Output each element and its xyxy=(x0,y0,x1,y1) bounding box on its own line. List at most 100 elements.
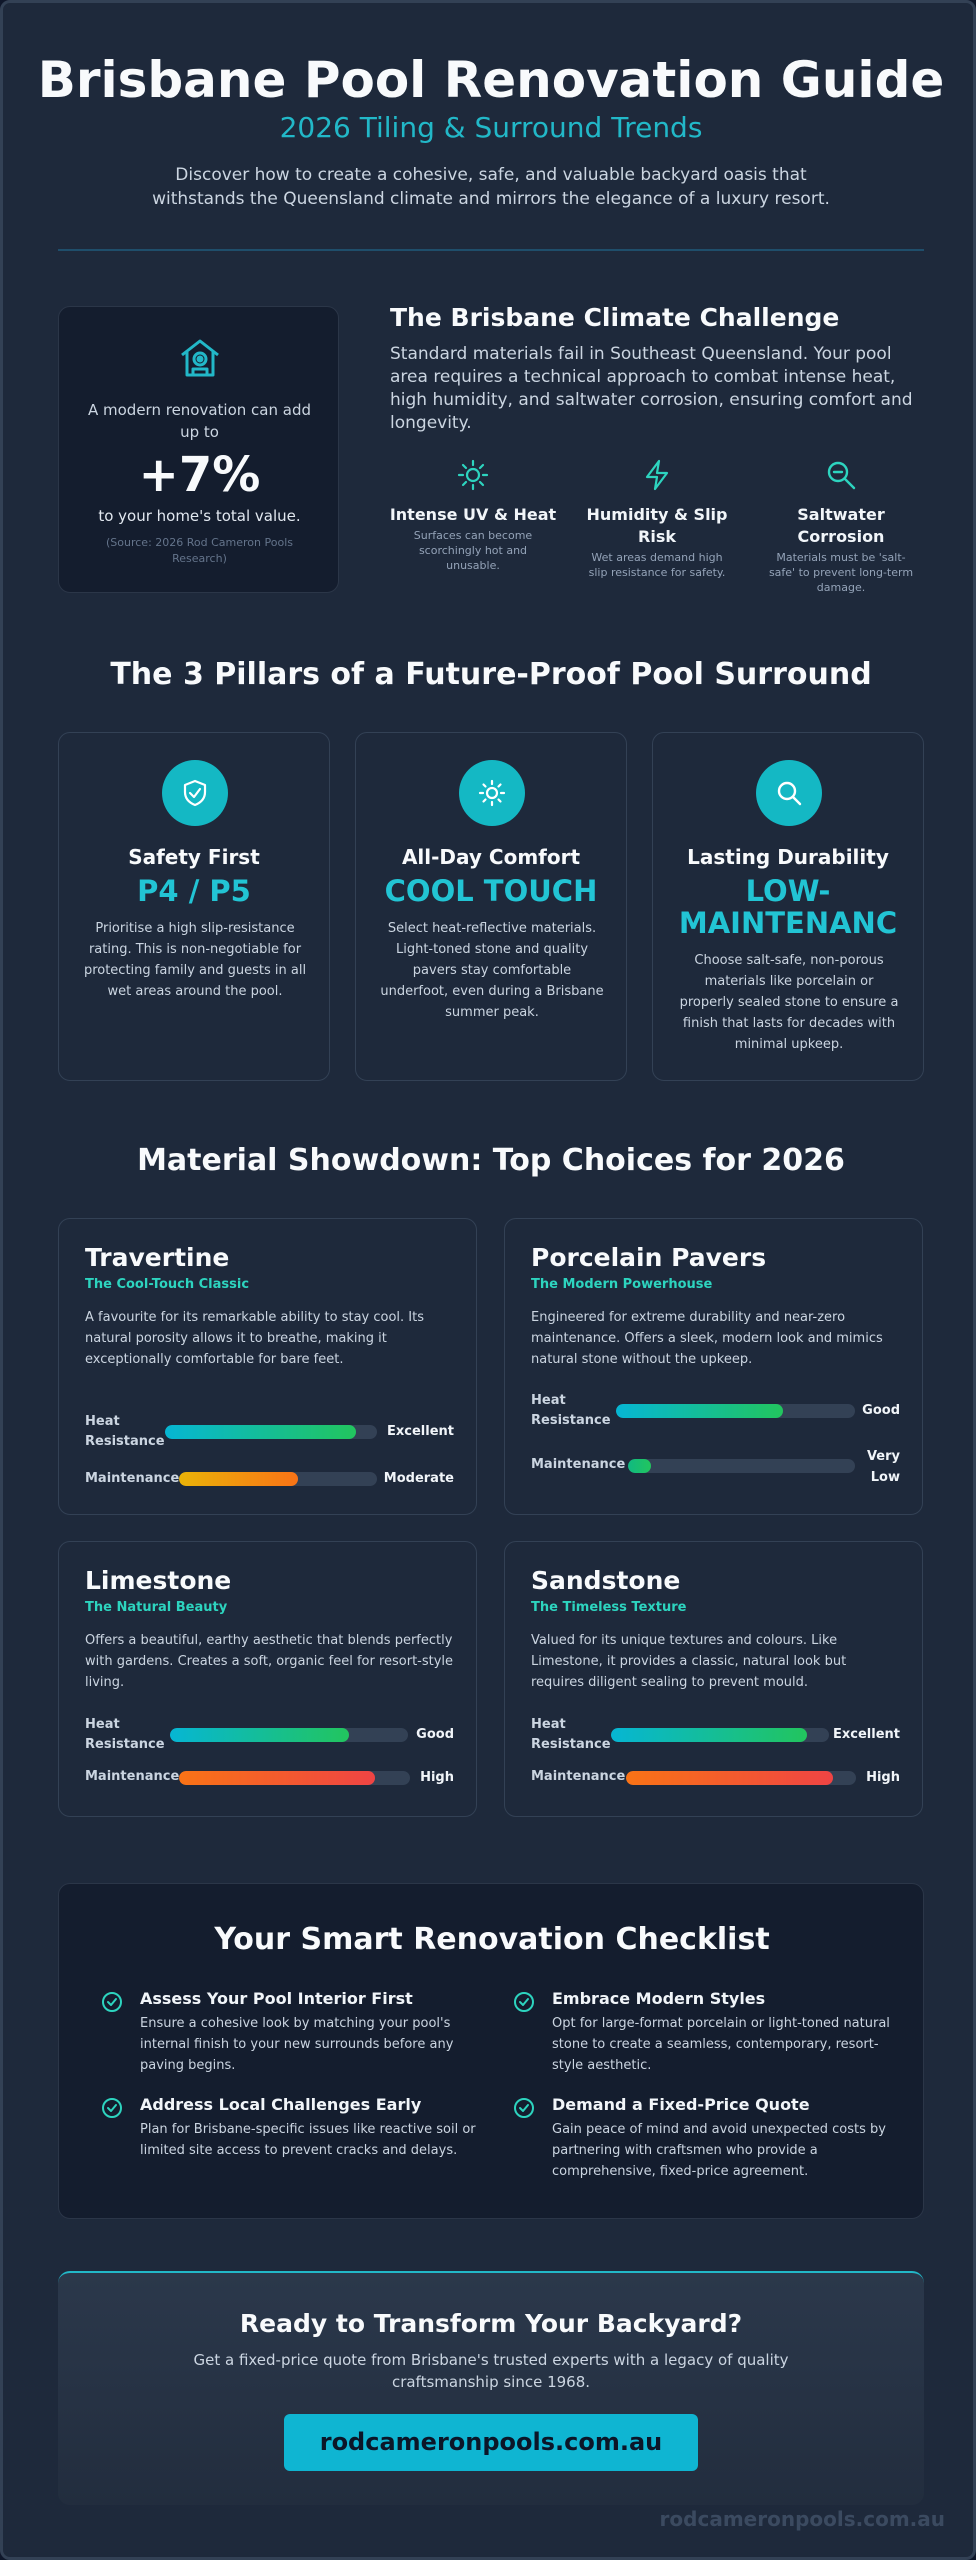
pillar-description: Choose salt-safe, non-porous materials l… xyxy=(679,953,899,1052)
bar-value: Very Low xyxy=(866,1449,900,1485)
bar-label: Heat Resistance xyxy=(85,1717,165,1752)
bar-value: Excellent xyxy=(833,1727,900,1742)
heat-resistance-fill xyxy=(170,1728,349,1742)
material-card-travertine: Travertine The Cool-Touch Classic A favo… xyxy=(58,1218,477,1515)
climate-item-humidity: Humidity & Slip Risk Wet areas demand hi… xyxy=(569,458,745,580)
climate-item-desc: Surfaces can become scorchingly hot and … xyxy=(413,529,533,572)
bar-value: High xyxy=(866,1770,900,1785)
materials-title: Material Showdown: Top Choices for 2026 xyxy=(137,1143,845,1178)
bar-label: Maintenance xyxy=(531,1769,626,1784)
pillar-badge: COOL TOUCH xyxy=(384,874,598,908)
cta-description: Get a fixed-price quote from Brisbane's … xyxy=(193,2351,789,2391)
material-card-sandstone: Sandstone The Timeless Texture Valued fo… xyxy=(504,1541,923,1817)
material-description: Valued for its unique textures and colou… xyxy=(531,1633,847,1690)
maintenance-bar xyxy=(628,1459,855,1473)
maintenance-fill xyxy=(179,1472,298,1486)
climate-description: Standard materials fail in Southeast Que… xyxy=(390,344,913,433)
cta-panel: Ready to Transform Your Backyard? Get a … xyxy=(58,2271,924,2505)
check-circle-icon xyxy=(514,2098,534,2118)
maintenance-bar xyxy=(179,1771,410,1785)
bar-label: Heat Resistance xyxy=(531,1717,611,1752)
page-subtitle: 2026 Tiling & Surround Trends xyxy=(279,111,703,144)
pillar-description: Select heat-reflective materials. Light-… xyxy=(380,921,604,1020)
material-subtitle: The Natural Beauty xyxy=(85,1600,228,1615)
climate-item-desc: Wet areas demand high slip resistance fo… xyxy=(588,551,726,579)
footer-watermark: rodcameronpools.com.au xyxy=(659,2507,945,2531)
pillar-card-comfort: All-Day Comfort COOL TOUCH Select heat-r… xyxy=(355,732,627,1081)
heat-resistance-bar xyxy=(165,1425,377,1439)
cta-title: Ready to Transform Your Backyard? xyxy=(239,2309,743,2338)
bar-label: Maintenance xyxy=(85,1769,180,1784)
maintenance-bar xyxy=(179,1472,377,1486)
shield-check-icon xyxy=(183,779,207,807)
material-card-porcelain: Porcelain Pavers The Modern Powerhouse E… xyxy=(504,1218,923,1515)
page-description: Discover how to create a cohesive, safe,… xyxy=(152,165,830,209)
material-name: Porcelain Pavers xyxy=(531,1243,767,1272)
material-description: A favourite for its remarkable ability t… xyxy=(85,1310,425,1367)
header-divider xyxy=(58,249,924,251)
bar-label: Maintenance xyxy=(85,1471,180,1486)
page-title: Brisbane Pool Renovation Guide xyxy=(37,51,945,109)
material-name: Sandstone xyxy=(531,1566,681,1595)
bar-label: Heat Resistance xyxy=(85,1414,165,1449)
pillar-title: Safety First xyxy=(128,845,260,869)
checklist-panel: Your Smart Renovation Checklist Assess Y… xyxy=(58,1883,924,2219)
climate-item-saltwater: Saltwater Corrosion Materials must be 's… xyxy=(753,458,929,595)
checklist-item-desc: Opt for large-format porcelain or light-… xyxy=(552,2016,890,2073)
maintenance-fill xyxy=(628,1459,651,1473)
heat-resistance-bar xyxy=(170,1728,408,1742)
magnifier-icon xyxy=(827,461,856,490)
check-circle-icon xyxy=(514,1992,534,2012)
lightning-icon xyxy=(645,459,669,491)
material-card-limestone: Limestone The Natural Beauty Offers a be… xyxy=(58,1541,477,1817)
heat-resistance-fill xyxy=(611,1728,808,1742)
check-circle-icon xyxy=(102,2098,122,2118)
climate-item-title: Saltwater Corrosion xyxy=(797,505,885,546)
checklist-title: Your Smart Renovation Checklist xyxy=(214,1922,770,1957)
heat-resistance-fill xyxy=(165,1425,356,1439)
website-button[interactable]: rodcameronpools.com.au xyxy=(284,2414,698,2471)
pillar-title: Lasting Durability xyxy=(687,845,889,869)
material-subtitle: The Modern Powerhouse xyxy=(531,1277,713,1292)
bar-value: Moderate xyxy=(383,1471,454,1486)
pillar-card-safety: Safety First P4 / P5 Prioritise a high s… xyxy=(58,732,330,1081)
stat-post-text: to your home's total value. xyxy=(98,507,301,525)
checklist-item-title: Embrace Modern Styles xyxy=(552,1989,766,2008)
pillar-description: Prioritise a high slip-resistance rating… xyxy=(83,921,307,999)
stat-pre-text: A modern renovation can add up to xyxy=(87,401,311,441)
sun-icon xyxy=(478,779,506,807)
climate-item-title: Humidity & Slip Risk xyxy=(586,505,728,546)
pillar-card-durability: Lasting Durability LOW-MAINTENANC Choose… xyxy=(652,732,924,1081)
bar-label: Heat Resistance xyxy=(531,1393,611,1428)
stat-value: +7% xyxy=(138,447,261,503)
pillar-title: All-Day Comfort xyxy=(401,845,581,869)
material-description: Engineered for extreme durability and ne… xyxy=(531,1310,883,1367)
value-stat-card: A modern renovation can add up to +7% to… xyxy=(58,306,339,593)
pillar-badge: P4 / P5 xyxy=(137,874,251,908)
bar-value: Good xyxy=(862,1403,900,1418)
checklist-item-title: Demand a Fixed-Price Quote xyxy=(552,2095,810,2114)
sun-icon xyxy=(457,459,489,491)
maintenance-fill xyxy=(179,1771,376,1785)
bar-value: Good xyxy=(416,1727,454,1742)
maintenance-bar xyxy=(626,1771,856,1785)
pillar-badge: LOW-MAINTENANC xyxy=(678,874,898,940)
climate-item-uv: Intense UV & Heat Surfaces can become sc… xyxy=(385,458,561,573)
checklist-item-title: Assess Your Pool Interior First xyxy=(140,1989,413,2008)
material-name: Limestone xyxy=(85,1566,232,1595)
check-circle-icon xyxy=(102,1992,122,2012)
climate-item-desc: Materials must be 'salt-safe' to prevent… xyxy=(768,551,914,594)
heat-resistance-bar xyxy=(616,1404,855,1418)
climate-item-title: Intense UV & Heat xyxy=(389,505,557,524)
bar-value: Excellent xyxy=(387,1424,454,1439)
pillars-title: The 3 Pillars of a Future-Proof Pool Sur… xyxy=(110,657,872,692)
pillar-icon-circle xyxy=(459,760,525,826)
material-description: Offers a beautiful, earthy aesthetic tha… xyxy=(85,1633,454,1690)
bar-value: High xyxy=(420,1770,454,1785)
pillar-icon-circle xyxy=(756,760,822,826)
material-subtitle: The Cool-Touch Classic xyxy=(85,1277,250,1292)
material-name: Travertine xyxy=(85,1243,230,1272)
checklist-item-desc: Gain peace of mind and avoid unexpected … xyxy=(552,2122,886,2179)
heat-resistance-fill xyxy=(616,1404,784,1418)
